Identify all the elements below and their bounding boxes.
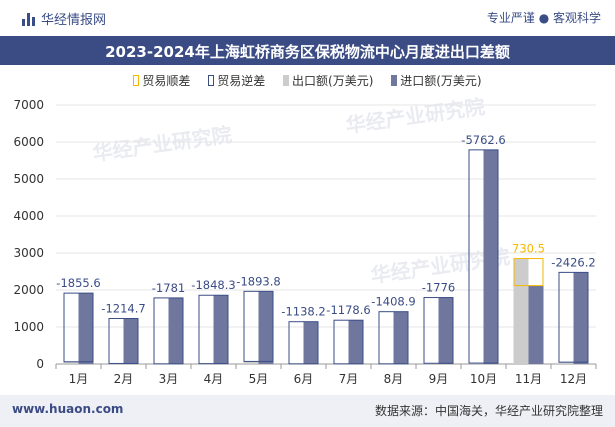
legend-swatch-deficit [208, 75, 215, 86]
data-label: -1178.6 [326, 303, 370, 317]
bar-export [63, 361, 79, 364]
y-tick-label: 6000 [13, 135, 44, 149]
legend-swatch-export [283, 75, 290, 86]
bar-import [78, 293, 94, 364]
data-label: -1781 [152, 281, 185, 295]
bar-import [573, 272, 589, 364]
y-tick-label: 1000 [13, 320, 44, 334]
bar-import [348, 320, 364, 364]
chart-legend: 贸易顺差 贸易逆差 出口额(万美元) 进口额(万美元) [0, 72, 615, 92]
x-tick-label: 1月 [69, 372, 89, 386]
y-tick-label: 2000 [13, 283, 44, 297]
data-label: 730.5 [512, 242, 545, 256]
bars [63, 149, 589, 365]
data-label: -1138.2 [281, 305, 325, 319]
tagline: 专业严谨 ● 客观科学 [486, 11, 601, 25]
bar-deficit [243, 290, 274, 362]
legend-swatch-surplus [133, 75, 140, 86]
bar-deficit [288, 321, 319, 365]
data-label: -5762.6 [461, 133, 505, 147]
legend-item-export: 出口额(万美元) [283, 72, 373, 89]
data-label: -1776 [422, 281, 455, 295]
brand[interactable]: 华经情报网 [22, 9, 106, 28]
footer-website[interactable]: www.huaon.com [12, 402, 124, 416]
y-tick-label: 5000 [13, 172, 44, 186]
y-axis: 0 1000 2000 3000 4000 5000 6000 7000 [13, 98, 44, 371]
bar-import [123, 318, 139, 364]
bar-import [528, 285, 544, 364]
y-tick-label: 0 [36, 357, 44, 371]
bar-import [393, 311, 409, 364]
legend-item-deficit: 贸易逆差 [208, 72, 265, 89]
x-tick-label: 2月 [114, 372, 134, 386]
x-tick-label: 4月 [204, 372, 224, 386]
top-header: 华经情报网 专业严谨 ● 客观科学 [0, 0, 615, 36]
x-tick-label: 6月 [294, 372, 314, 386]
x-tick-label: 5月 [249, 372, 269, 386]
data-label: -2426.2 [551, 255, 595, 269]
legend-swatch-import [391, 75, 398, 86]
bar-import [258, 291, 274, 364]
x-tick-label: 10月 [470, 372, 497, 386]
title-bar: 2023-2024年上海虹桥商务区保税物流中心月度进出口差额 [0, 36, 615, 65]
bar-deficit [468, 149, 499, 364]
bar-deficit [63, 292, 94, 363]
data-label: -1408.9 [371, 295, 415, 309]
legend-label-surplus: 贸易顺差 [142, 74, 191, 88]
bar-import [483, 149, 499, 364]
data-label: -1893.8 [236, 274, 280, 288]
legend-label-export: 出口额(万美元) [292, 74, 374, 88]
bar-deficit [108, 318, 139, 364]
data-label: -1214.7 [101, 302, 145, 316]
x-tick-label: 12月 [560, 372, 587, 386]
x-tick-label: 11月 [515, 372, 542, 386]
gridlines [56, 104, 596, 365]
x-tick-label: 9月 [429, 372, 449, 386]
bar-deficit [153, 297, 184, 365]
x-tick-label: 7月 [339, 372, 359, 386]
legend-label-import: 进口额(万美元) [400, 74, 482, 88]
bar-deficit [198, 294, 229, 365]
y-tick-label: 3000 [13, 246, 44, 260]
data-labels: -1855.6-1214.7 -1781 -1848.3 -1893.8 -1138.2… [56, 133, 595, 319]
bar-import [168, 297, 184, 364]
x-axis: 1月 2月 3月 4月 5月 6月 7月 8月 9月 10月 11月 12月 [55, 364, 597, 386]
y-tick-label: 7000 [13, 98, 44, 112]
chart-area: 0 1000 2000 3000 4000 5000 6000 7000 -1855.6-12… [13, 98, 597, 386]
footer: www.huaon.com 数据来源：中国海关，华经产业研究院整理 [0, 395, 615, 427]
bar-import [213, 295, 229, 364]
legend-item-surplus: 贸易顺差 [133, 72, 190, 89]
data-label: -1855.6 [56, 276, 100, 290]
footer-source: 数据来源：中国海关，华经产业研究院整理 [374, 404, 603, 418]
bar-surplus [513, 258, 544, 287]
bar-import [303, 321, 319, 364]
bar-export [558, 362, 574, 364]
brand-name: 华经情报网 [41, 13, 107, 28]
bar-deficit [423, 297, 454, 364]
x-tick-label: 8月 [384, 372, 404, 386]
chart-title: 2023-2024年上海虹桥商务区保税物流中心月度进出口差额 [105, 43, 510, 61]
x-tick-label: 3月 [159, 372, 179, 386]
legend-item-import: 进口额(万美元) [391, 72, 482, 89]
data-label: -1848.3 [191, 278, 235, 292]
bar-deficit [378, 311, 409, 365]
bar-deficit [333, 319, 364, 365]
brand-logo-icon [22, 13, 35, 26]
bar-deficit [558, 271, 589, 363]
bar-import [438, 297, 454, 364]
legend-label-deficit: 贸易逆差 [217, 74, 266, 88]
y-tick-label: 4000 [13, 209, 44, 223]
bar-export [513, 258, 529, 364]
bar-export [243, 361, 259, 364]
